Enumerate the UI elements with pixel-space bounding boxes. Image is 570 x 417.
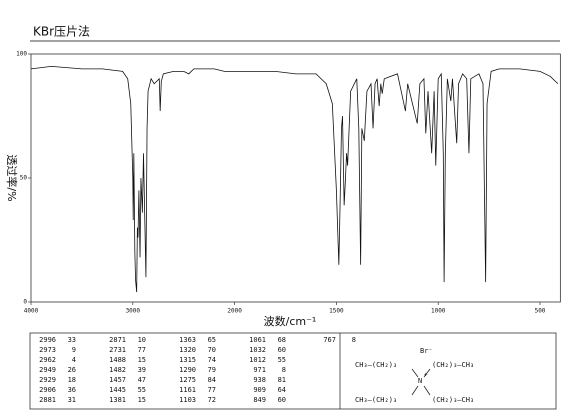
peak-transmittance: 77 <box>208 386 216 394</box>
peak-transmittance: 33 <box>68 336 76 344</box>
peak-transmittance: 72 <box>208 396 216 404</box>
peak-wavenumber: 938 <box>253 376 266 384</box>
substituent: (CH₂)₃—CH₃ <box>432 361 474 369</box>
x-tick-label: 1500 <box>329 308 344 315</box>
peak-wavenumber: 849 <box>253 396 266 404</box>
peak-wavenumber: 2906 <box>39 386 56 394</box>
peak-transmittance: 15 <box>138 356 146 364</box>
peak-transmittance: 10 <box>138 336 146 344</box>
peak-wavenumber: 1103 <box>179 396 196 404</box>
peak-transmittance: 9 <box>72 346 76 354</box>
peak-wavenumber: 2929 <box>39 376 56 384</box>
peak-wavenumber: 909 <box>253 386 266 394</box>
plot-frame <box>30 53 561 303</box>
peak-wavenumber: 2881 <box>39 396 56 404</box>
peak-wavenumber: 1488 <box>109 356 126 364</box>
y-axis-label: 透过率/% <box>5 154 19 201</box>
peak-transmittance: 47 <box>138 376 146 384</box>
peak-transmittance: 79 <box>208 366 216 374</box>
peak-transmittance: 65 <box>208 336 216 344</box>
structure: Br⁻ CH₃—(CH₂)₃ (CH₂)₃—CH₃ N + CH₃—(CH₂)₃… <box>355 347 474 404</box>
x-tick-label: 3000 <box>126 308 141 315</box>
peak-wavenumber: 971 <box>253 366 266 374</box>
peak-wavenumber: 1482 <box>109 366 126 374</box>
peak-transmittance: 84 <box>208 376 216 384</box>
bond <box>411 368 419 378</box>
y-tick-label: 100 <box>16 51 27 58</box>
chart-title: KBr压片法 <box>33 25 90 39</box>
peak-wavenumber: 2962 <box>39 356 56 364</box>
peak-wavenumber: 1012 <box>249 356 266 364</box>
peak-transmittance: 26 <box>68 366 76 374</box>
table-frame <box>29 332 557 410</box>
peak-transmittance: 81 <box>278 376 286 384</box>
peak-wavenumber: 1457 <box>109 376 126 384</box>
peak-wavenumber: 2871 <box>109 336 126 344</box>
x-tick-label: 2000 <box>227 308 242 315</box>
atom: N <box>418 377 422 385</box>
peak-wavenumber: 2949 <box>39 366 56 374</box>
peak-transmittance: 39 <box>138 366 146 374</box>
substituent: CH₃—(CH₂)₃ <box>355 361 397 369</box>
peak-wavenumber: 1275 <box>179 376 196 384</box>
peak-transmittance: 64 <box>278 386 286 394</box>
peak-wavenumber: 1381 <box>109 396 126 404</box>
peak-transmittance: 70 <box>208 346 216 354</box>
peak-transmittance: 18 <box>68 376 76 384</box>
substituent: (CH₂)₃—CH₃ <box>432 396 474 404</box>
peak-transmittance: 74 <box>208 356 216 364</box>
x-axis-label: 波数/cm⁻¹ <box>264 315 317 328</box>
peak-wavenumber: 1363 <box>179 336 196 344</box>
peak-transmittance: 36 <box>68 386 76 394</box>
peak-transmittance: 31 <box>68 396 76 404</box>
peak-wavenumber: 1032 <box>249 346 266 354</box>
x-tick-label: 1000 <box>431 308 446 315</box>
peak-wavenumber: 1161 <box>179 386 196 394</box>
bond <box>423 385 431 396</box>
peak-transmittance: 77 <box>138 346 146 354</box>
peak-transmittance: 68 <box>278 336 286 344</box>
peak-wavenumber: 767 <box>323 336 336 344</box>
peak-wavenumber: 1320 <box>179 346 196 354</box>
peak-transmittance: 55 <box>138 386 146 394</box>
peak-wavenumber: 2731 <box>109 346 126 354</box>
peak-wavenumber: 1315 <box>179 356 196 364</box>
peak-wavenumber: 1061 <box>249 336 266 344</box>
peak-transmittance: 8 <box>352 336 356 344</box>
peak-transmittance: 55 <box>278 356 286 364</box>
bond <box>423 368 431 378</box>
x-tick-label: 4000 <box>24 308 39 315</box>
anion: Br⁻ <box>420 347 433 355</box>
peak-wavenumber: 2973 <box>39 346 56 354</box>
y-tick-label: 50 <box>20 175 28 182</box>
x-tick-label: 500 <box>535 308 546 315</box>
peak-wavenumber: 1290 <box>179 366 196 374</box>
charge: + <box>424 372 428 379</box>
peak-wavenumber: 1445 <box>109 386 126 394</box>
peak-transmittance: 15 <box>138 396 146 404</box>
spectrum-line <box>30 65 559 293</box>
substituent: CH₃—(CH₂)₃ <box>355 396 397 404</box>
peak-transmittance: 8 <box>282 366 286 374</box>
y-tick-label: 0 <box>23 299 27 306</box>
peak-transmittance: 4 <box>72 356 76 364</box>
bond <box>411 385 419 396</box>
peak-transmittance: 60 <box>278 396 286 404</box>
peak-wavenumber: 2996 <box>39 336 56 344</box>
peak-transmittance: 60 <box>278 346 286 354</box>
